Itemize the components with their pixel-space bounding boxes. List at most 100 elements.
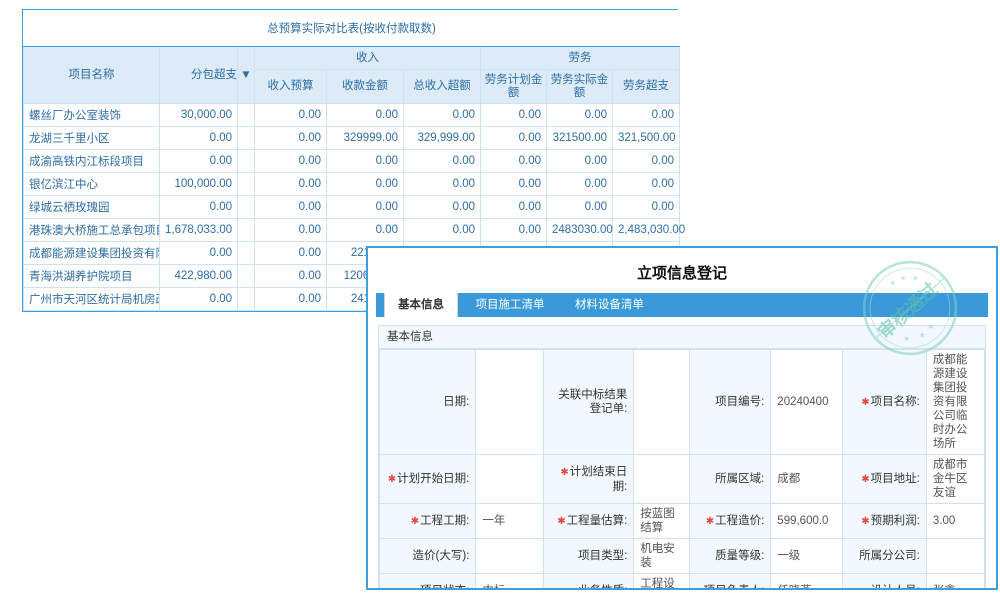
cell-total-income-excess: 0.00	[403, 195, 481, 219]
value-designer[interactable]: 张鑫	[925, 573, 986, 588]
cell-labor-overspend: 0.00	[611, 103, 681, 127]
table-row[interactable]: 绿城云栖玫瑰园 0.00 0.00 0.00 0.00 0.00 0.00 0.…	[23, 195, 681, 219]
value-quality-grade[interactable]: 一级	[770, 538, 844, 574]
cell-overspend: 30,000.00	[159, 103, 238, 127]
cell-income-budget: 0.00	[254, 103, 327, 127]
col-header-labor-overspend[interactable]: 劳务超支	[611, 69, 681, 104]
table-row[interactable]: 成渝高铁内江标段项目 0.00 0.00 0.00 0.00 0.00 0.00…	[23, 149, 681, 173]
value-plan-start[interactable]	[475, 454, 544, 504]
cell-project-name: 螺丝厂办公室装饰	[23, 103, 160, 127]
cell-spacer	[237, 218, 255, 242]
tab-construction-list[interactable]: 项目施工清单	[475, 299, 545, 311]
cell-income-budget: 0.00	[254, 287, 327, 311]
label-date: 日期:	[378, 349, 477, 455]
table-row[interactable]: 港珠澳大桥施工总承包项目 1,678,033.00 0.00 0.00 0.00…	[23, 218, 685, 242]
cell-receipt-amount: 0.00	[326, 218, 404, 242]
cell-income-budget: 0.00	[254, 241, 327, 265]
cell-total-income-excess: 329,999.00	[403, 126, 481, 150]
value-cost-in-words[interactable]	[475, 538, 544, 574]
cell-spacer	[237, 195, 255, 219]
label-region: 所属区域:	[689, 454, 772, 504]
label-project-status: 项目状态:	[378, 573, 477, 588]
cell-project-name: 绿城云栖玫瑰园	[23, 195, 160, 219]
label-quantity-estimate: ✱工程量估算:	[542, 503, 635, 539]
value-branch-company[interactable]	[925, 538, 986, 574]
label-cost-in-words: 造价(大写):	[378, 538, 477, 574]
value-project-type[interactable]: 机电安装	[633, 538, 691, 574]
label-plan-end: ✱计划结束日期:	[542, 454, 635, 504]
cell-labor-actual: 0.00	[546, 195, 613, 219]
cell-project-name: 成渝高铁内江标段项目	[23, 149, 160, 173]
col-group-income: 收入	[254, 45, 481, 71]
cell-overspend: 0.00	[159, 287, 238, 311]
budget-comparison-panel: 总预算实际对比表(按收付款取数) 项目名称 分包超支 ▼ 收入 劳务 收入预算 …	[22, 9, 685, 312]
cell-overspend: 422,980.00	[159, 264, 238, 288]
value-region[interactable]: 成都	[770, 454, 844, 504]
label-project-cost: ✱工程造价:	[689, 503, 772, 539]
value-expected-profit[interactable]: 3.00	[925, 503, 986, 539]
cell-income-budget: 0.00	[254, 264, 327, 288]
budget-report-title: 总预算实际对比表(按收付款取数)	[23, 10, 680, 47]
table-row[interactable]: 银亿滨江中心 100,000.00 0.00 0.00 0.00 0.00 0.…	[23, 172, 681, 196]
tab-material-list[interactable]: 材料设备清单	[574, 299, 644, 311]
value-duration[interactable]: 一年	[475, 503, 544, 539]
value-project-no[interactable]: 20240400	[770, 349, 844, 455]
value-address[interactable]: 成都市金牛区友谊	[925, 454, 986, 504]
value-business-nature[interactable]: 工程设计	[633, 573, 691, 588]
cell-spacer	[237, 149, 255, 173]
form-row-2: ✱计划开始日期: ✱计划结束日期: 所属区域: 成都 ✱项目地址: 成都市金牛区…	[378, 454, 986, 504]
cell-overspend: 100,000.00	[159, 172, 238, 196]
cell-project-name: 龙湖三千里小区	[23, 126, 160, 150]
cell-project-name: 青海洪湖养护院项目	[23, 264, 160, 288]
label-project-name: ✱项目名称:	[842, 349, 927, 455]
cell-income-budget: 0.00	[254, 195, 327, 219]
tab-basic-info[interactable]: 基本信息	[384, 293, 458, 317]
label-project-no: 项目编号:	[689, 349, 772, 455]
col-header-labor-actual[interactable]: 劳务实际金额	[546, 69, 613, 104]
cell-receipt-amount: 0.00	[326, 103, 404, 127]
required-marker-icon: ✱	[387, 473, 397, 485]
cell-labor-planned: 0.00	[480, 195, 547, 219]
value-project-manager[interactable]: 任晓燕	[770, 573, 844, 588]
value-project-cost[interactable]: 599,600.0	[770, 503, 844, 539]
cell-receipt-amount: 0.00	[326, 172, 404, 196]
cell-project-name: 银亿滨江中心	[23, 172, 160, 196]
value-plan-end[interactable]	[633, 454, 691, 504]
col-header-subcontract-overspend[interactable]: 分包超支	[159, 46, 238, 104]
cell-overspend: 0.00	[159, 241, 238, 265]
form-row-3: ✱工程工期: 一年 ✱工程量估算: 按蓝图结算 ✱工程造价: 599,600.0…	[378, 503, 986, 539]
value-project-name[interactable]: 成都能源建设集团投资有限公司临时办公场所	[925, 349, 986, 455]
value-quantity-estimate[interactable]: 按蓝图结算	[633, 503, 691, 539]
budget-comparison-table: 总预算实际对比表(按收付款取数) 项目名称 分包超支 ▼ 收入 劳务 收入预算 …	[23, 10, 685, 311]
cell-labor-actual: 2483030.00	[546, 218, 613, 242]
sort-desc-icon[interactable]: ▼	[237, 46, 255, 104]
col-header-project-name[interactable]: 项目名称	[23, 46, 160, 104]
cell-income-budget: 0.00	[254, 149, 327, 173]
cell-labor-overspend: 0.00	[611, 172, 681, 196]
label-project-manager: 项目负责人:	[689, 573, 772, 588]
table-row[interactable]: 螺丝厂办公室装饰 30,000.00 0.00 0.00 0.00 0.00 0…	[23, 103, 681, 127]
cell-spacer	[237, 172, 255, 196]
col-header-total-income-excess[interactable]: 总收入超额	[403, 69, 481, 104]
label-bid-result: 关联中标结果登记单:	[542, 349, 635, 455]
required-marker-icon: ✱	[557, 515, 566, 527]
value-project-status[interactable]: 中标	[475, 573, 544, 588]
value-date[interactable]	[475, 349, 544, 455]
col-group-labor: 劳务	[479, 45, 681, 71]
label-branch-company: 所属分公司:	[842, 538, 927, 574]
col-header-labor-planned[interactable]: 劳务计划金额	[480, 69, 547, 104]
col-header-income-budget[interactable]: 收入预算	[254, 69, 327, 104]
value-bid-result[interactable]	[633, 349, 691, 455]
label-project-type: 项目类型:	[542, 538, 635, 574]
cell-spacer	[237, 103, 255, 127]
cell-total-income-excess: 0.00	[403, 103, 481, 127]
label-designer: 设计人员:	[842, 573, 927, 588]
cell-project-name: 港珠澳大桥施工总承包项目	[23, 218, 160, 242]
col-header-receipt-amount[interactable]: 收款金额	[326, 69, 404, 104]
cell-labor-overspend: 0.00	[611, 195, 681, 219]
label-expected-profit: ✱预期利润:	[842, 503, 927, 539]
required-marker-icon: ✱	[861, 515, 870, 527]
table-row[interactable]: 龙湖三千里小区 0.00 0.00 329999.00 329,999.00 0…	[23, 126, 681, 150]
cell-spacer	[237, 241, 255, 265]
